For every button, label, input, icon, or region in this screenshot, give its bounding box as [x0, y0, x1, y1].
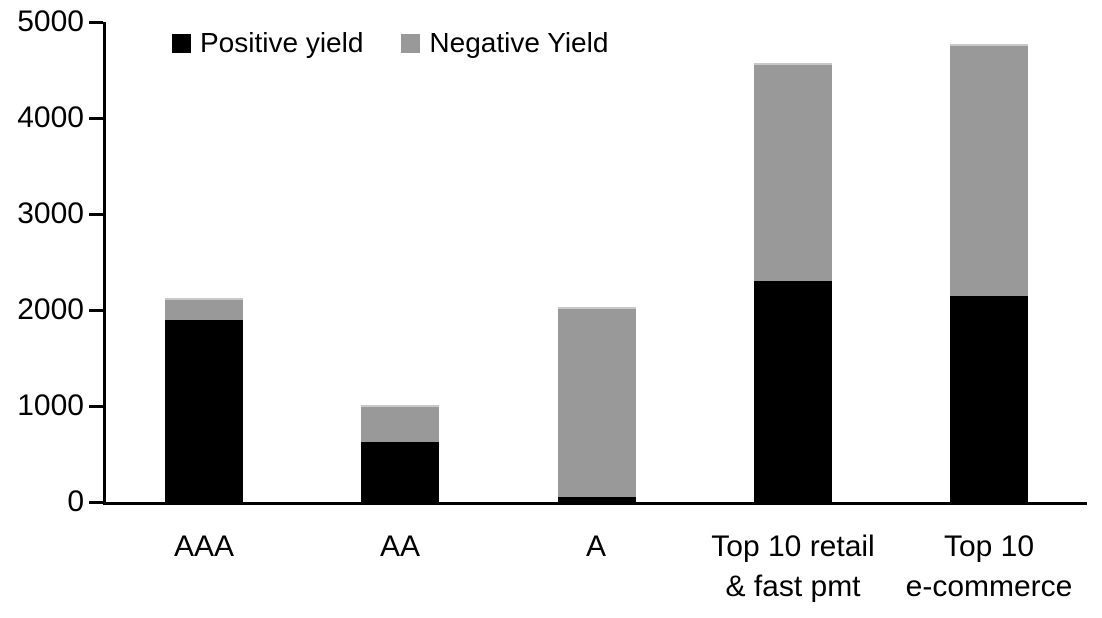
bar-group	[558, 22, 636, 502]
plot-area	[103, 22, 1087, 505]
bar-segment-negative-yield	[754, 62, 832, 282]
bar-segment-positive-yield	[754, 281, 832, 502]
y-tick-label: 4000	[17, 101, 84, 134]
y-tick	[89, 405, 103, 408]
bar-group	[361, 22, 439, 502]
bar-segment-negative-yield	[361, 404, 439, 442]
bar-segment-positive-yield	[165, 319, 243, 502]
bar-segment-positive-yield	[558, 496, 636, 502]
y-tick-label: 3000	[17, 197, 84, 230]
bar-group	[950, 22, 1028, 502]
bar-segment-negative-yield	[558, 306, 636, 497]
y-tick	[89, 309, 103, 312]
x-axis-label: A	[585, 530, 606, 563]
x-axis-label: AAA	[173, 530, 235, 563]
bar-group	[165, 22, 243, 502]
x-axis-label: AA	[379, 530, 421, 563]
bar-segment-positive-yield	[950, 295, 1028, 502]
x-axis-label: Top 10 retail & fast pmt	[711, 530, 875, 603]
y-tick	[89, 117, 103, 120]
x-axis-label: Top 10 e-commerce	[905, 530, 1073, 603]
legend-item: Negative Yield	[401, 26, 608, 60]
y-tick	[89, 501, 103, 504]
bar-segment-negative-yield	[165, 297, 243, 320]
y-tick	[89, 21, 103, 24]
y-tick-label: 5000	[17, 5, 84, 38]
y-tick-label: 2000	[17, 293, 84, 326]
legend-label: Positive yield	[200, 27, 364, 58]
bar-segment-negative-yield	[950, 44, 1028, 296]
y-tick-label: 1000	[17, 389, 84, 422]
y-tick	[89, 213, 103, 216]
bar-segment-positive-yield	[361, 441, 439, 502]
legend: Positive yield Negative Yield	[172, 26, 608, 60]
legend-swatch-icon	[172, 33, 191, 53]
legend-item: Positive yield	[172, 26, 363, 60]
bar-group	[754, 22, 832, 502]
y-tick-label: 0	[67, 485, 84, 518]
legend-label: Negative Yield	[429, 27, 609, 58]
legend-swatch-icon	[401, 33, 421, 53]
